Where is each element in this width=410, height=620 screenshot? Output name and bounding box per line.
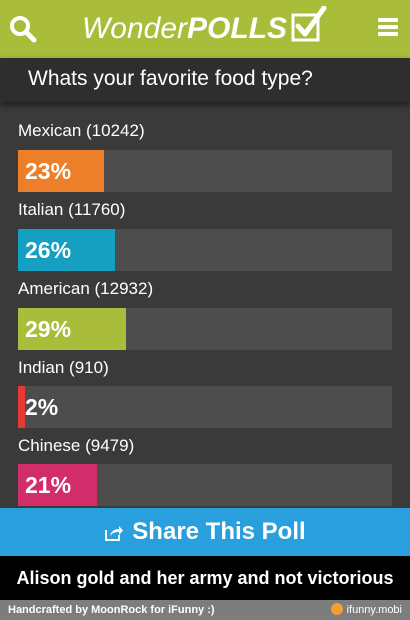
option-label-indian: Indian (910) [18, 358, 109, 377]
search-button[interactable] [8, 14, 38, 44]
smiley-icon [330, 603, 343, 615]
result-bar-american[interactable]: 29% [18, 308, 392, 350]
search-icon [10, 16, 37, 43]
app-header: WonderPOLLS [0, 0, 410, 58]
watermark-bar: Handcrafted by MoonRock for iFunny :) if… [0, 600, 410, 620]
logo-text-polls: POLLS [187, 12, 288, 45]
logo-text-wonder: Wonder [81, 12, 188, 45]
result-percent-indian: 2% [25, 394, 59, 420]
option-label-chinese: Chinese (9479) [18, 436, 135, 455]
option-label-american: American (12932) [18, 279, 154, 298]
result-percent-chinese: 21% [25, 472, 72, 498]
poll-results: Mexican (10242) 23% Italian (11760) 26% … [0, 102, 410, 508]
result-fill-american [18, 308, 127, 350]
watermark-credit: Handcrafted by MoonRock for iFunny :) [8, 604, 215, 616]
result-bar-mexican[interactable]: 23% [18, 150, 392, 192]
share-poll-button[interactable]: Share This Poll [0, 508, 410, 556]
share-label: Share This Poll [132, 518, 306, 545]
hamburger-menu-icon [378, 18, 398, 36]
option-label-italian: Italian (11760) [18, 200, 126, 219]
result-fill-italian [18, 229, 116, 271]
result-fill-mexican [18, 150, 105, 192]
poll-question: Whats your favorite food type? [28, 67, 313, 90]
result-percent-italian: 26% [25, 237, 72, 263]
result-bar-indian[interactable]: 2% [18, 386, 392, 428]
watermark-site-text: ifunny.mobi [346, 604, 402, 616]
result-fill-chinese [18, 464, 97, 506]
watermark-site: ifunny.mobi [330, 600, 402, 620]
menu-button[interactable] [378, 18, 398, 38]
caption-bar: Alison gold and her army and not victori… [0, 556, 410, 600]
result-percent-american: 29% [25, 316, 72, 342]
app-logo[interactable]: WonderPOLLS [0, 5, 410, 51]
question-bar: Whats your favorite food type? [0, 58, 410, 102]
meme-caption: Alison gold and her army and not victori… [16, 568, 394, 588]
result-bar-chinese[interactable]: 21% [18, 464, 392, 506]
option-label-mexican: Mexican (10242) [18, 121, 145, 140]
result-bar-italian[interactable]: 26% [18, 229, 392, 271]
result-percent-mexican: 23% [25, 158, 72, 184]
share-icon [105, 526, 124, 541]
checkbox-check-icon [291, 5, 327, 42]
result-fill-indian [18, 386, 26, 428]
